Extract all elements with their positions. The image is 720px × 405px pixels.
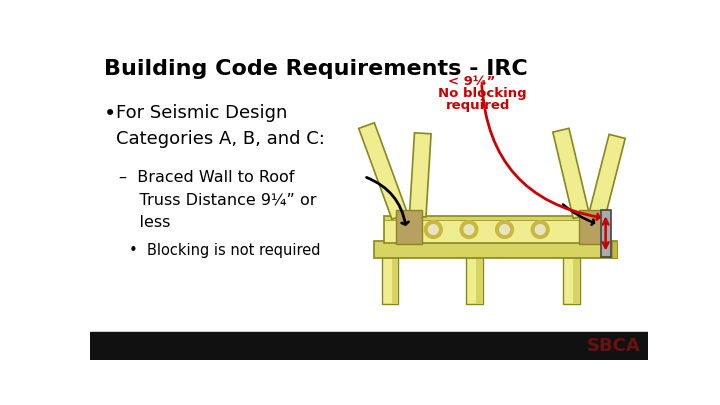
Text: •  Blocking is not required: • Blocking is not required xyxy=(129,243,320,258)
Circle shape xyxy=(464,225,474,234)
Bar xyxy=(476,256,483,304)
Bar xyxy=(600,210,611,256)
Bar xyxy=(573,256,580,304)
Circle shape xyxy=(495,221,513,239)
Bar xyxy=(384,216,607,220)
Bar xyxy=(90,332,648,360)
Circle shape xyxy=(425,221,442,239)
Bar xyxy=(467,256,483,304)
Bar xyxy=(374,241,617,258)
Text: SBCA: SBCA xyxy=(587,337,640,355)
Text: Building Code Requirements - IRC: Building Code Requirements - IRC xyxy=(104,60,528,79)
Text: < 9¼”: < 9¼” xyxy=(449,75,496,88)
Bar xyxy=(564,256,580,304)
Bar xyxy=(384,216,607,243)
Circle shape xyxy=(428,225,438,234)
Bar xyxy=(579,210,604,244)
Circle shape xyxy=(531,221,549,239)
Text: required: required xyxy=(446,99,510,113)
Polygon shape xyxy=(410,133,431,217)
Bar xyxy=(392,256,398,304)
Bar xyxy=(382,256,398,304)
Bar xyxy=(396,210,421,244)
Bar xyxy=(612,241,617,258)
Polygon shape xyxy=(589,134,625,218)
Polygon shape xyxy=(553,128,590,218)
Text: No blocking: No blocking xyxy=(438,87,527,100)
Circle shape xyxy=(500,225,510,234)
Polygon shape xyxy=(359,123,408,219)
Text: For Seismic Design
Categories A, B, and C:: For Seismic Design Categories A, B, and … xyxy=(117,104,325,148)
Text: •: • xyxy=(104,104,116,124)
Circle shape xyxy=(460,221,478,239)
Circle shape xyxy=(535,225,545,234)
Text: –  Braced Wall to Roof
    Truss Distance 9¼” or
    less: – Braced Wall to Roof Truss Distance 9¼”… xyxy=(120,170,317,230)
